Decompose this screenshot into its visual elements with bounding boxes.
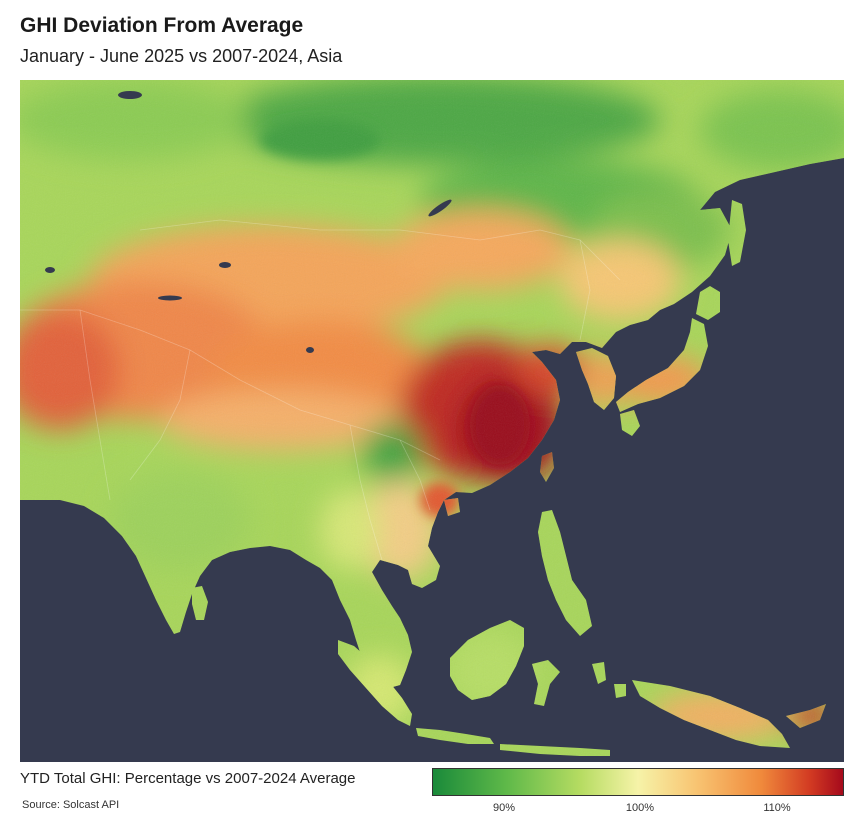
map-subtitle: January - June 2025 vs 2007-2024, Asia	[20, 46, 343, 66]
tick-label-100: 100%	[625, 802, 655, 814]
color-scale-bar	[432, 768, 844, 796]
map-title: GHI Deviation From Average	[20, 14, 304, 37]
tick-label-90: 90%	[492, 802, 516, 814]
source-credit: Source: Solcast API	[22, 799, 120, 811]
tick-label-110: 110%	[763, 802, 791, 814]
ghi-deviation-map	[20, 80, 844, 762]
legend-label: YTD Total GHI: Percentage vs 2007-2024 A…	[20, 770, 356, 787]
